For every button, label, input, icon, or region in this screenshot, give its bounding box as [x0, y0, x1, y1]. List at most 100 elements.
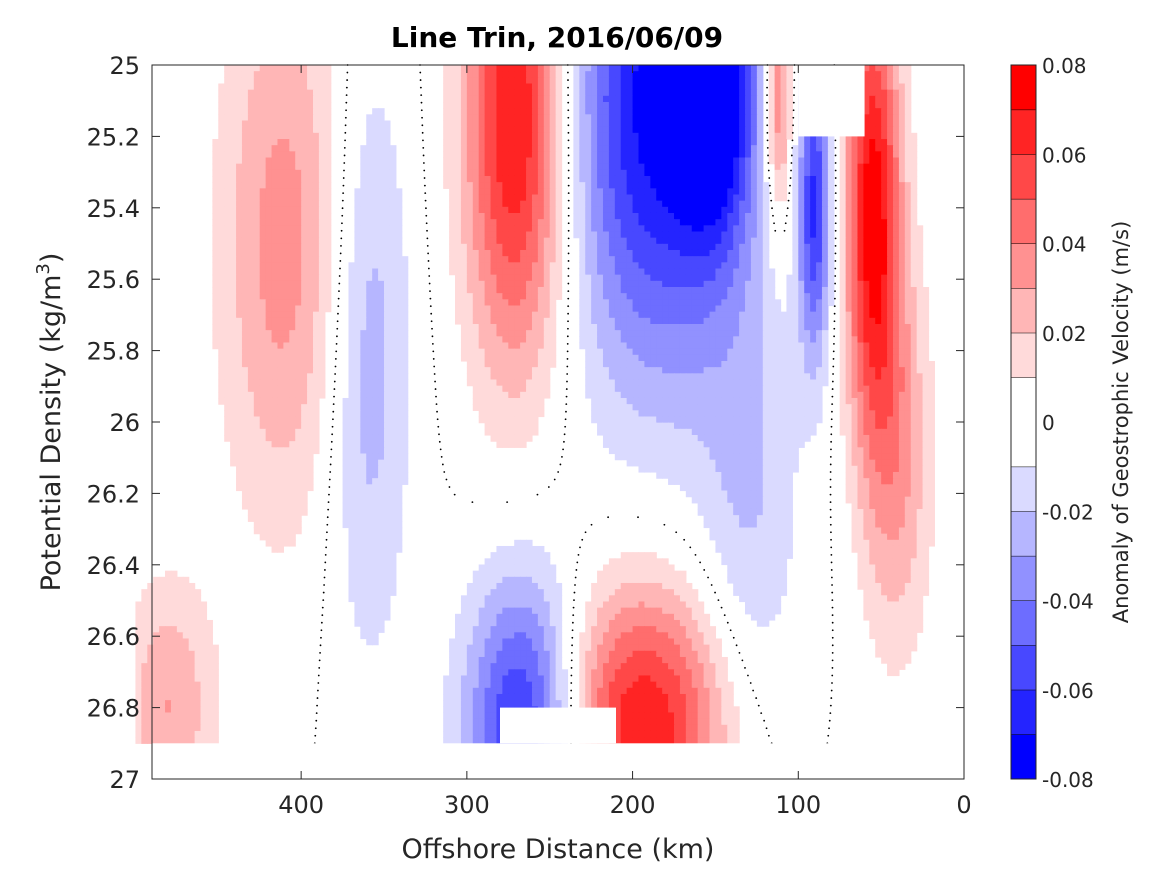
contour-cell: [774, 151, 782, 159]
contour-cell: [715, 194, 722, 202]
contour-cell: [721, 268, 728, 276]
contour-cell: [650, 219, 657, 226]
contour-cell: [212, 249, 219, 257]
contour-cell: [768, 293, 776, 300]
contour-cell: [602, 139, 610, 146]
contour-cell: [626, 151, 634, 159]
contour-cell: [881, 194, 888, 202]
contour-cell: [514, 348, 521, 356]
contour-cell: [277, 71, 284, 78]
contour-cell: [241, 182, 249, 189]
contour-cell: [395, 342, 403, 350]
contour-cell: [312, 274, 320, 282]
contour-cell: [218, 231, 225, 239]
contour-cell: [727, 317, 734, 325]
contour-cell: [845, 219, 853, 226]
contour-cell: [247, 65, 255, 72]
contour-cell: [579, 83, 586, 91]
contour-cell: [253, 65, 261, 72]
contour-cell: [668, 367, 675, 374]
contour-cell: [372, 243, 379, 251]
contour-cell: [360, 157, 367, 165]
contour-cell: [295, 360, 302, 368]
contour-cell: [307, 219, 314, 226]
contour-cell: [614, 188, 622, 196]
contour-cell: [585, 256, 592, 263]
contour-cell: [881, 286, 888, 294]
contour-cell: [295, 95, 302, 103]
contour-cell: [449, 268, 456, 276]
contour-cell: [608, 102, 616, 109]
contour-cell: [466, 169, 474, 177]
contour-cell: [555, 163, 563, 171]
contour-cell: [354, 225, 361, 233]
contour-cell: [679, 151, 687, 159]
contour-cell: [804, 330, 811, 337]
contour-cell: [715, 293, 722, 300]
contour-cell: [733, 102, 740, 109]
contour-cell: [455, 65, 462, 72]
contour-cell: [674, 114, 681, 122]
contour-cell: [691, 120, 699, 128]
contour-cell: [247, 206, 255, 214]
contour-cell: [816, 225, 823, 233]
contour-cell: [366, 219, 373, 226]
contour-cell: [750, 243, 758, 251]
contour-cell: [573, 212, 580, 220]
contour-cell: [898, 95, 906, 103]
contour-cell: [827, 262, 835, 270]
contour-cell: [295, 354, 302, 362]
contour-cell: [384, 194, 391, 202]
contour-cell: [455, 114, 462, 122]
contour-cell: [484, 342, 492, 350]
contour-cell: [537, 330, 545, 337]
contour-cell: [230, 342, 237, 350]
contour-cell: [490, 305, 498, 313]
contour-cell: [668, 274, 675, 282]
contour-cell: [650, 231, 657, 239]
contour-cell: [869, 157, 876, 165]
contour-cell: [354, 336, 361, 344]
contour-cell: [727, 212, 734, 220]
contour-cell: [526, 348, 533, 356]
contour-cell: [318, 323, 326, 331]
contour-cell: [898, 175, 906, 183]
contour-cell: [230, 219, 237, 226]
contour-cell: [691, 175, 699, 183]
contour-cell: [798, 225, 805, 233]
contour-cell: [295, 188, 302, 196]
contour-cell: [780, 71, 788, 78]
contour-cell: [366, 206, 373, 214]
contour-cell: [608, 163, 616, 171]
contour-cell: [490, 139, 498, 146]
contour-cell: [484, 280, 492, 288]
contour-cell: [230, 114, 237, 122]
contour-cell: [715, 354, 722, 362]
contour-cell: [602, 157, 610, 165]
contour-cell: [650, 342, 657, 350]
contour-cell: [715, 243, 722, 251]
contour-cell: [851, 157, 859, 165]
contour-cell: [591, 237, 598, 245]
contour-cell: [863, 102, 870, 109]
contour-cell: [514, 237, 521, 245]
contour-cell: [887, 330, 894, 337]
contour-cell: [733, 151, 740, 159]
contour-cell: [526, 286, 533, 294]
contour-cell: [526, 126, 533, 134]
contour-cell: [804, 360, 811, 368]
contour-cell: [585, 163, 592, 171]
contour-cell: [845, 286, 853, 294]
contour-cell: [857, 163, 864, 171]
contour-cell: [508, 280, 515, 288]
contour-cell: [626, 89, 634, 97]
contour-cell: [597, 311, 604, 319]
contour-cell: [502, 342, 509, 350]
contour-cell: [312, 323, 320, 331]
contour-cell: [301, 206, 308, 214]
contour-cell: [212, 145, 219, 152]
contour-cell: [869, 95, 876, 103]
contour-cell: [644, 151, 651, 159]
contour-cell: [709, 274, 717, 282]
contour-cell: [212, 200, 219, 208]
